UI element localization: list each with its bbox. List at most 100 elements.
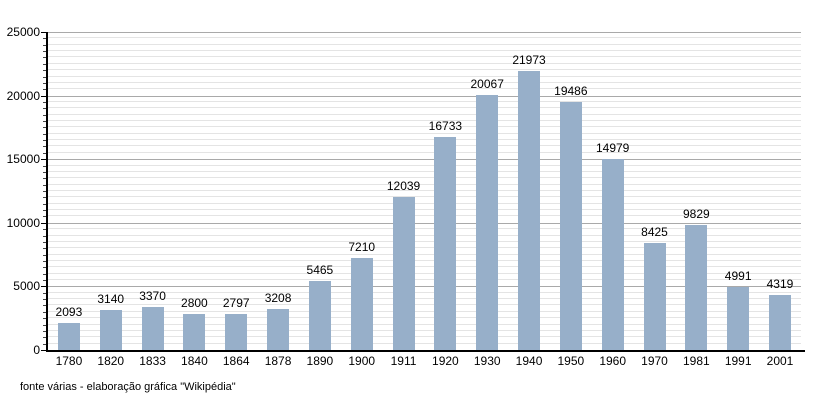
minor-gridline bbox=[48, 50, 801, 52]
y-tick-label: 15000 bbox=[6, 152, 40, 167]
bar-slot: 8425 bbox=[634, 32, 676, 350]
bars-row: 2093 3140 3370 2800 2797 3208 5465 7210 12039 167… bbox=[48, 32, 801, 350]
minor-gridline bbox=[48, 107, 801, 109]
y-major-tick bbox=[41, 159, 46, 161]
bar-slot: 7210 bbox=[341, 32, 383, 350]
bar bbox=[225, 314, 248, 350]
y-tick-label: 5000 bbox=[13, 279, 40, 294]
minor-gridline bbox=[48, 88, 801, 90]
y-minor-tick bbox=[43, 57, 46, 59]
y-minor-tick bbox=[43, 210, 46, 212]
x-axis-labels: 1780 1820 1833 1840 1864 1878 1890 1900 1911 1920… bbox=[48, 354, 801, 368]
y-minor-tick bbox=[43, 70, 46, 72]
x-tick-label: 1911 bbox=[390, 354, 417, 368]
minor-gridline bbox=[48, 196, 801, 198]
bar-value-label: 19486 bbox=[554, 84, 588, 99]
y-minor-tick bbox=[43, 337, 46, 339]
y-minor-tick bbox=[43, 146, 46, 148]
y-minor-tick bbox=[43, 235, 46, 237]
plot-area: 2093 3140 3370 2800 2797 3208 5465 7210 12039 167… bbox=[48, 32, 801, 350]
bar bbox=[141, 307, 164, 350]
bar-value-label: 3208 bbox=[264, 291, 292, 306]
minor-gridline bbox=[48, 164, 801, 166]
minor-gridline bbox=[48, 336, 801, 338]
y-minor-tick bbox=[43, 178, 46, 180]
y-tick-label: 20000 bbox=[6, 88, 40, 103]
y-major-tick bbox=[41, 222, 46, 224]
x-tick-label: 1940 bbox=[515, 354, 543, 368]
x-tick-label: 1920 bbox=[432, 354, 459, 368]
minor-gridline bbox=[48, 113, 801, 115]
minor-gridline bbox=[48, 170, 801, 172]
bar-value-label: 12039 bbox=[386, 178, 421, 193]
minor-gridline bbox=[48, 43, 801, 45]
x-tick-label: 1878 bbox=[264, 354, 292, 368]
major-gridline bbox=[48, 32, 801, 33]
bar-slot: 4319 bbox=[759, 32, 801, 350]
y-minor-tick bbox=[43, 248, 46, 250]
y-minor-tick bbox=[43, 229, 46, 231]
y-minor-tick bbox=[43, 133, 46, 135]
x-tick-label: 1864 bbox=[222, 354, 250, 368]
x-tick-label: 1970 bbox=[641, 354, 668, 368]
y-minor-tick bbox=[43, 318, 46, 320]
bar-value-label: 3140 bbox=[97, 292, 125, 307]
bar-slot: 19486 bbox=[550, 32, 592, 350]
bar-value-label: 14979 bbox=[595, 141, 630, 156]
y-minor-tick bbox=[43, 140, 46, 142]
y-tick-label: 0 bbox=[33, 343, 40, 357]
bar bbox=[685, 224, 708, 350]
bar-slot: 4991 bbox=[717, 32, 759, 350]
bar-slot: 3140 bbox=[90, 32, 132, 350]
bar bbox=[559, 102, 582, 350]
y-minor-tick bbox=[43, 254, 46, 256]
minor-gridline bbox=[48, 177, 801, 179]
minor-gridline bbox=[48, 120, 801, 122]
y-minor-tick bbox=[43, 241, 46, 243]
minor-gridline bbox=[48, 151, 801, 153]
bar bbox=[518, 70, 541, 350]
y-minor-tick bbox=[43, 51, 46, 53]
y-minor-tick bbox=[43, 89, 46, 91]
minor-gridline bbox=[48, 279, 801, 281]
y-minor-tick bbox=[43, 273, 46, 275]
minor-gridline bbox=[48, 37, 801, 39]
minor-gridline bbox=[48, 272, 801, 274]
minor-gridline bbox=[48, 132, 801, 134]
bar-slot: 2800 bbox=[173, 32, 215, 350]
y-minor-tick bbox=[43, 171, 46, 173]
y-minor-tick bbox=[43, 44, 46, 46]
minor-gridline bbox=[48, 228, 801, 230]
y-minor-tick bbox=[43, 280, 46, 282]
y-minor-tick bbox=[43, 305, 46, 307]
x-tick-label: 1981 bbox=[682, 354, 710, 368]
y-minor-tick bbox=[43, 121, 46, 123]
minor-gridline bbox=[48, 126, 801, 128]
minor-gridline bbox=[48, 190, 801, 191]
bar-slot: 2797 bbox=[215, 32, 257, 350]
y-minor-tick bbox=[43, 324, 46, 326]
bar-slot: 2093 bbox=[48, 32, 90, 350]
minor-gridline bbox=[48, 329, 801, 331]
bar bbox=[57, 323, 80, 350]
bar-value-label: 8425 bbox=[641, 224, 668, 239]
bar bbox=[476, 94, 499, 350]
y-axis-line bbox=[46, 32, 48, 352]
bar bbox=[727, 286, 750, 350]
minor-gridline bbox=[48, 202, 801, 204]
major-gridline bbox=[48, 95, 801, 97]
minor-gridline bbox=[48, 209, 801, 211]
x-tick-label: 1890 bbox=[306, 354, 334, 368]
y-major-tick bbox=[41, 350, 46, 351]
bar bbox=[768, 295, 791, 350]
x-tick-label: 2001 bbox=[766, 354, 794, 368]
x-tick-label: 1900 bbox=[348, 354, 376, 368]
bar-value-label: 4319 bbox=[766, 277, 794, 292]
y-minor-tick bbox=[43, 203, 46, 205]
x-tick-label: 1840 bbox=[181, 354, 208, 368]
bar bbox=[308, 280, 331, 350]
bar-value-label: 7210 bbox=[348, 240, 376, 255]
minor-gridline bbox=[48, 56, 801, 58]
y-minor-tick bbox=[43, 311, 46, 313]
